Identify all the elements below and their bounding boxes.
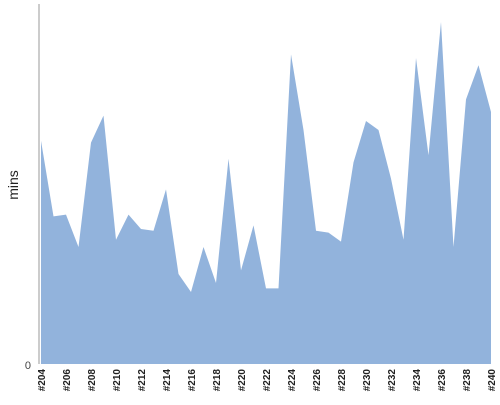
x-tick-label: #236 [437, 369, 448, 392]
x-tick-label: #224 [287, 369, 298, 392]
x-tick-label: #232 [387, 369, 398, 392]
x-tick-label: #206 [62, 369, 73, 392]
x-tick-label: #228 [337, 369, 348, 392]
x-tick-label: #216 [187, 369, 198, 392]
x-tick-label: #238 [462, 369, 473, 392]
x-tick-label: #210 [112, 369, 123, 392]
x-tick-label: #218 [212, 369, 223, 392]
x-tick-label: #240 [487, 369, 498, 392]
x-tick-label: #212 [137, 369, 148, 392]
x-tick-label: #214 [162, 369, 173, 392]
x-tick-label: #208 [87, 369, 98, 392]
x-tick-label: #204 [37, 369, 48, 392]
y-axis-label: mins [5, 170, 21, 200]
x-tick-label: #234 [412, 369, 423, 392]
plot-area [41, 22, 491, 364]
x-tick-label: #226 [312, 369, 323, 392]
area-series [41, 22, 491, 364]
y-tick-label-zero: 0 [25, 360, 31, 372]
x-tick-label: #222 [262, 369, 273, 392]
x-tick-label: #230 [362, 369, 373, 392]
x-tick-label: #220 [237, 369, 248, 392]
x-tick-labels: #204 #206 #208 #210 #212 #214 #216 #218 #220 #222… [37, 369, 498, 392]
